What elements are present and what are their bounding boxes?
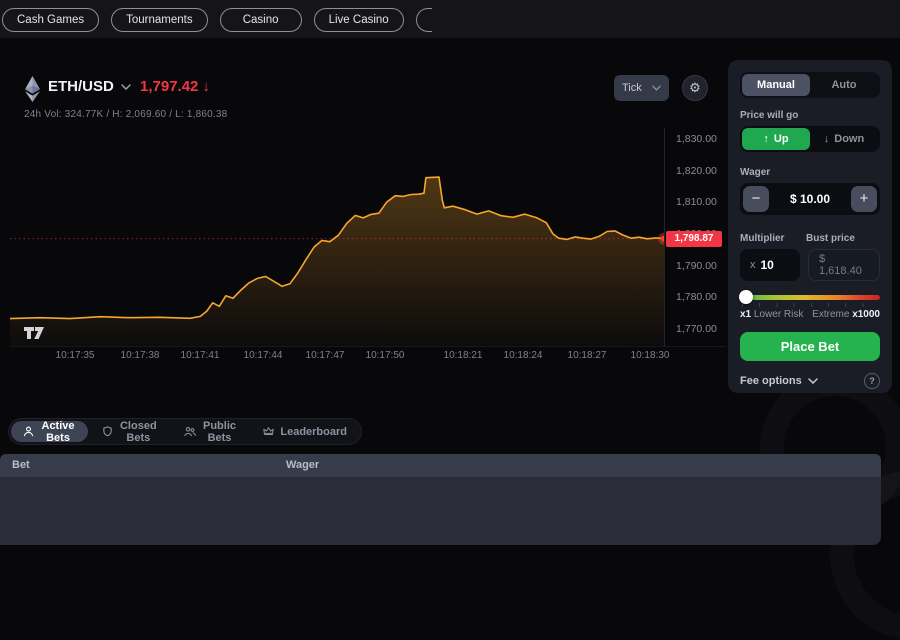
x-axis-line [10, 346, 726, 347]
tab-public-bets[interactable]: Public Bets [172, 420, 250, 444]
x-axis-tick: 10:18:27 [567, 350, 607, 361]
x-axis-tick: 10:17:50 [365, 350, 405, 361]
chevron-down-icon [807, 378, 818, 384]
x-axis-tick: 10:18:30 [630, 350, 670, 361]
chevron-down-icon [652, 85, 661, 91]
current-price-dot [661, 235, 664, 242]
chart-area-fill [10, 177, 664, 346]
direction-toggle: ↑ Up ↓ Down [740, 126, 880, 152]
multiplier-label: Multiplier [740, 233, 785, 244]
price-value: 1,797.42 [140, 78, 199, 95]
y-axis-tick: 1,820.00 [676, 164, 717, 177]
price-down-arrow-icon: ↓ [202, 78, 210, 95]
minus-icon: − [751, 190, 761, 207]
x-axis-tick: 10:17:38 [120, 350, 160, 361]
nav-pills: Cash Games Tournaments Casino Live Casin… [2, 7, 432, 33]
pair-selector[interactable]: ETH/USD [48, 78, 131, 95]
price-will-go-label: Price will go [740, 110, 799, 121]
bets-table-header: Bet Wager [0, 454, 881, 477]
x-axis-tick: 10:17:35 [55, 350, 95, 361]
bust-price-field: $ 1,618.40 [808, 249, 880, 281]
down-button[interactable]: ↓ Down [810, 128, 878, 150]
risk-low-label: x1 Lower Risk [740, 309, 804, 320]
gear-icon: ⚙ [689, 80, 701, 95]
y-axis-tick: 1,810.00 [676, 196, 717, 209]
risk-high-label: Extreme x1000 [812, 309, 880, 320]
multiplier-input[interactable]: x 10 [740, 249, 800, 281]
nav-tab-sports[interactable]: Sports [415, 8, 432, 32]
bet-panel: Manual Auto Price will go ↑ Up ↓ Down Wa… [728, 60, 892, 393]
risk-slider-ticks [742, 303, 878, 307]
wager-decrease-button[interactable]: − [743, 186, 769, 212]
plus-icon: + [859, 190, 869, 207]
x-axis-labels: 10:17:35 10:17:38 10:17:41 10:17:44 10:17:47… [10, 350, 726, 364]
user-icon [23, 426, 34, 437]
top-nav: Cash Games Tournaments Casino Live Casin… [0, 0, 900, 38]
x-axis-tick: 10:17:44 [243, 350, 283, 361]
risk-slider-handle[interactable] [739, 290, 753, 304]
pair-label: ETH/USD [48, 78, 114, 95]
tab-closed-bets[interactable]: Closed Bets [90, 420, 170, 444]
current-price: 1,797.42 ↓ [140, 78, 210, 95]
chart-controls: Tick ⚙ [614, 75, 708, 101]
up-arrow-icon: ↑ [763, 133, 769, 145]
current-price-tag: 1,798.87 [666, 230, 722, 247]
risk-slider[interactable] [739, 290, 880, 307]
column-header-wager: Wager [286, 459, 320, 471]
multiplier-value: 10 [760, 258, 774, 272]
eth-logo-icon [24, 76, 41, 102]
chart-line [10, 176, 664, 320]
nav-tab-live-casino[interactable]: Live Casino [313, 8, 404, 32]
y-axis-tick: 1,830.00 [676, 133, 717, 145]
tab-leaderboard[interactable]: Leaderboard [251, 421, 359, 442]
risk-slider-track[interactable] [740, 295, 880, 300]
nav-tab-tournaments[interactable]: Tournaments [111, 8, 208, 32]
down-label: Down [834, 133, 865, 145]
y-axis-line [664, 128, 665, 346]
interval-dropdown[interactable]: Tick [614, 75, 669, 101]
mode-tab-auto[interactable]: Auto [810, 74, 878, 96]
x-axis-tick: 10:17:47 [305, 350, 345, 361]
mode-tab-manual[interactable]: Manual [742, 74, 810, 96]
wager-increase-button[interactable]: + [850, 186, 877, 212]
tradingview-logo[interactable] [24, 326, 48, 340]
column-header-bet: Bet [12, 459, 30, 471]
fee-options-label: Fee options [740, 375, 802, 387]
wager-label: Wager [740, 167, 771, 178]
wager-input-group: − $ 10.00 + [740, 183, 880, 215]
multiplier-prefix: x [750, 259, 756, 271]
y-axis-tick: 1,770.00 [676, 323, 717, 335]
help-button[interactable]: ? [864, 373, 880, 389]
bets-tabs: Active Bets Closed Bets Public Bets Lead… [8, 418, 362, 445]
market-stats: 24h Vol: 324.77K / H: 2,069.60 / L: 1,86… [24, 109, 228, 120]
price-chart: 1,830.001,820.001,810.001,800.001,790.00… [10, 128, 726, 368]
crown-icon [263, 427, 275, 436]
chart-canvas [10, 176, 664, 346]
risk-slider-labels: x1 Lower Risk Extreme x1000 [740, 309, 880, 320]
place-bet-button[interactable]: Place Bet [740, 332, 880, 361]
fee-options-toggle[interactable]: Fee options [740, 375, 818, 387]
shield-icon [103, 426, 112, 437]
nav-tab-casino[interactable]: Casino [219, 8, 302, 32]
users-icon [183, 427, 196, 437]
settings-button[interactable]: ⚙ [682, 75, 708, 101]
wager-input[interactable]: $ 10.00 [789, 192, 831, 206]
interval-value: Tick [622, 82, 642, 94]
up-button[interactable]: ↑ Up [742, 128, 810, 150]
x-axis-tick: 10:18:24 [503, 350, 543, 361]
down-arrow-icon: ↓ [823, 133, 830, 145]
up-label: Up [773, 133, 789, 145]
x-axis-tick: 10:18:21 [443, 350, 483, 361]
y-axis-labels: 1,830.001,820.001,810.001,800.001,790.00… [672, 128, 726, 346]
y-axis-tick: 1,790.00 [676, 259, 717, 272]
bets-table-body [0, 477, 881, 545]
nav-tab-cash-games[interactable]: Cash Games [2, 8, 100, 32]
bust-price-label: Bust price [806, 233, 855, 244]
mode-toggle: Manual Auto [740, 72, 880, 98]
y-axis-tick: 1,780.00 [676, 291, 717, 304]
x-axis-tick: 10:17:41 [180, 350, 220, 361]
tab-active-bets[interactable]: Active Bets [11, 420, 89, 444]
chevron-down-icon [121, 83, 131, 90]
